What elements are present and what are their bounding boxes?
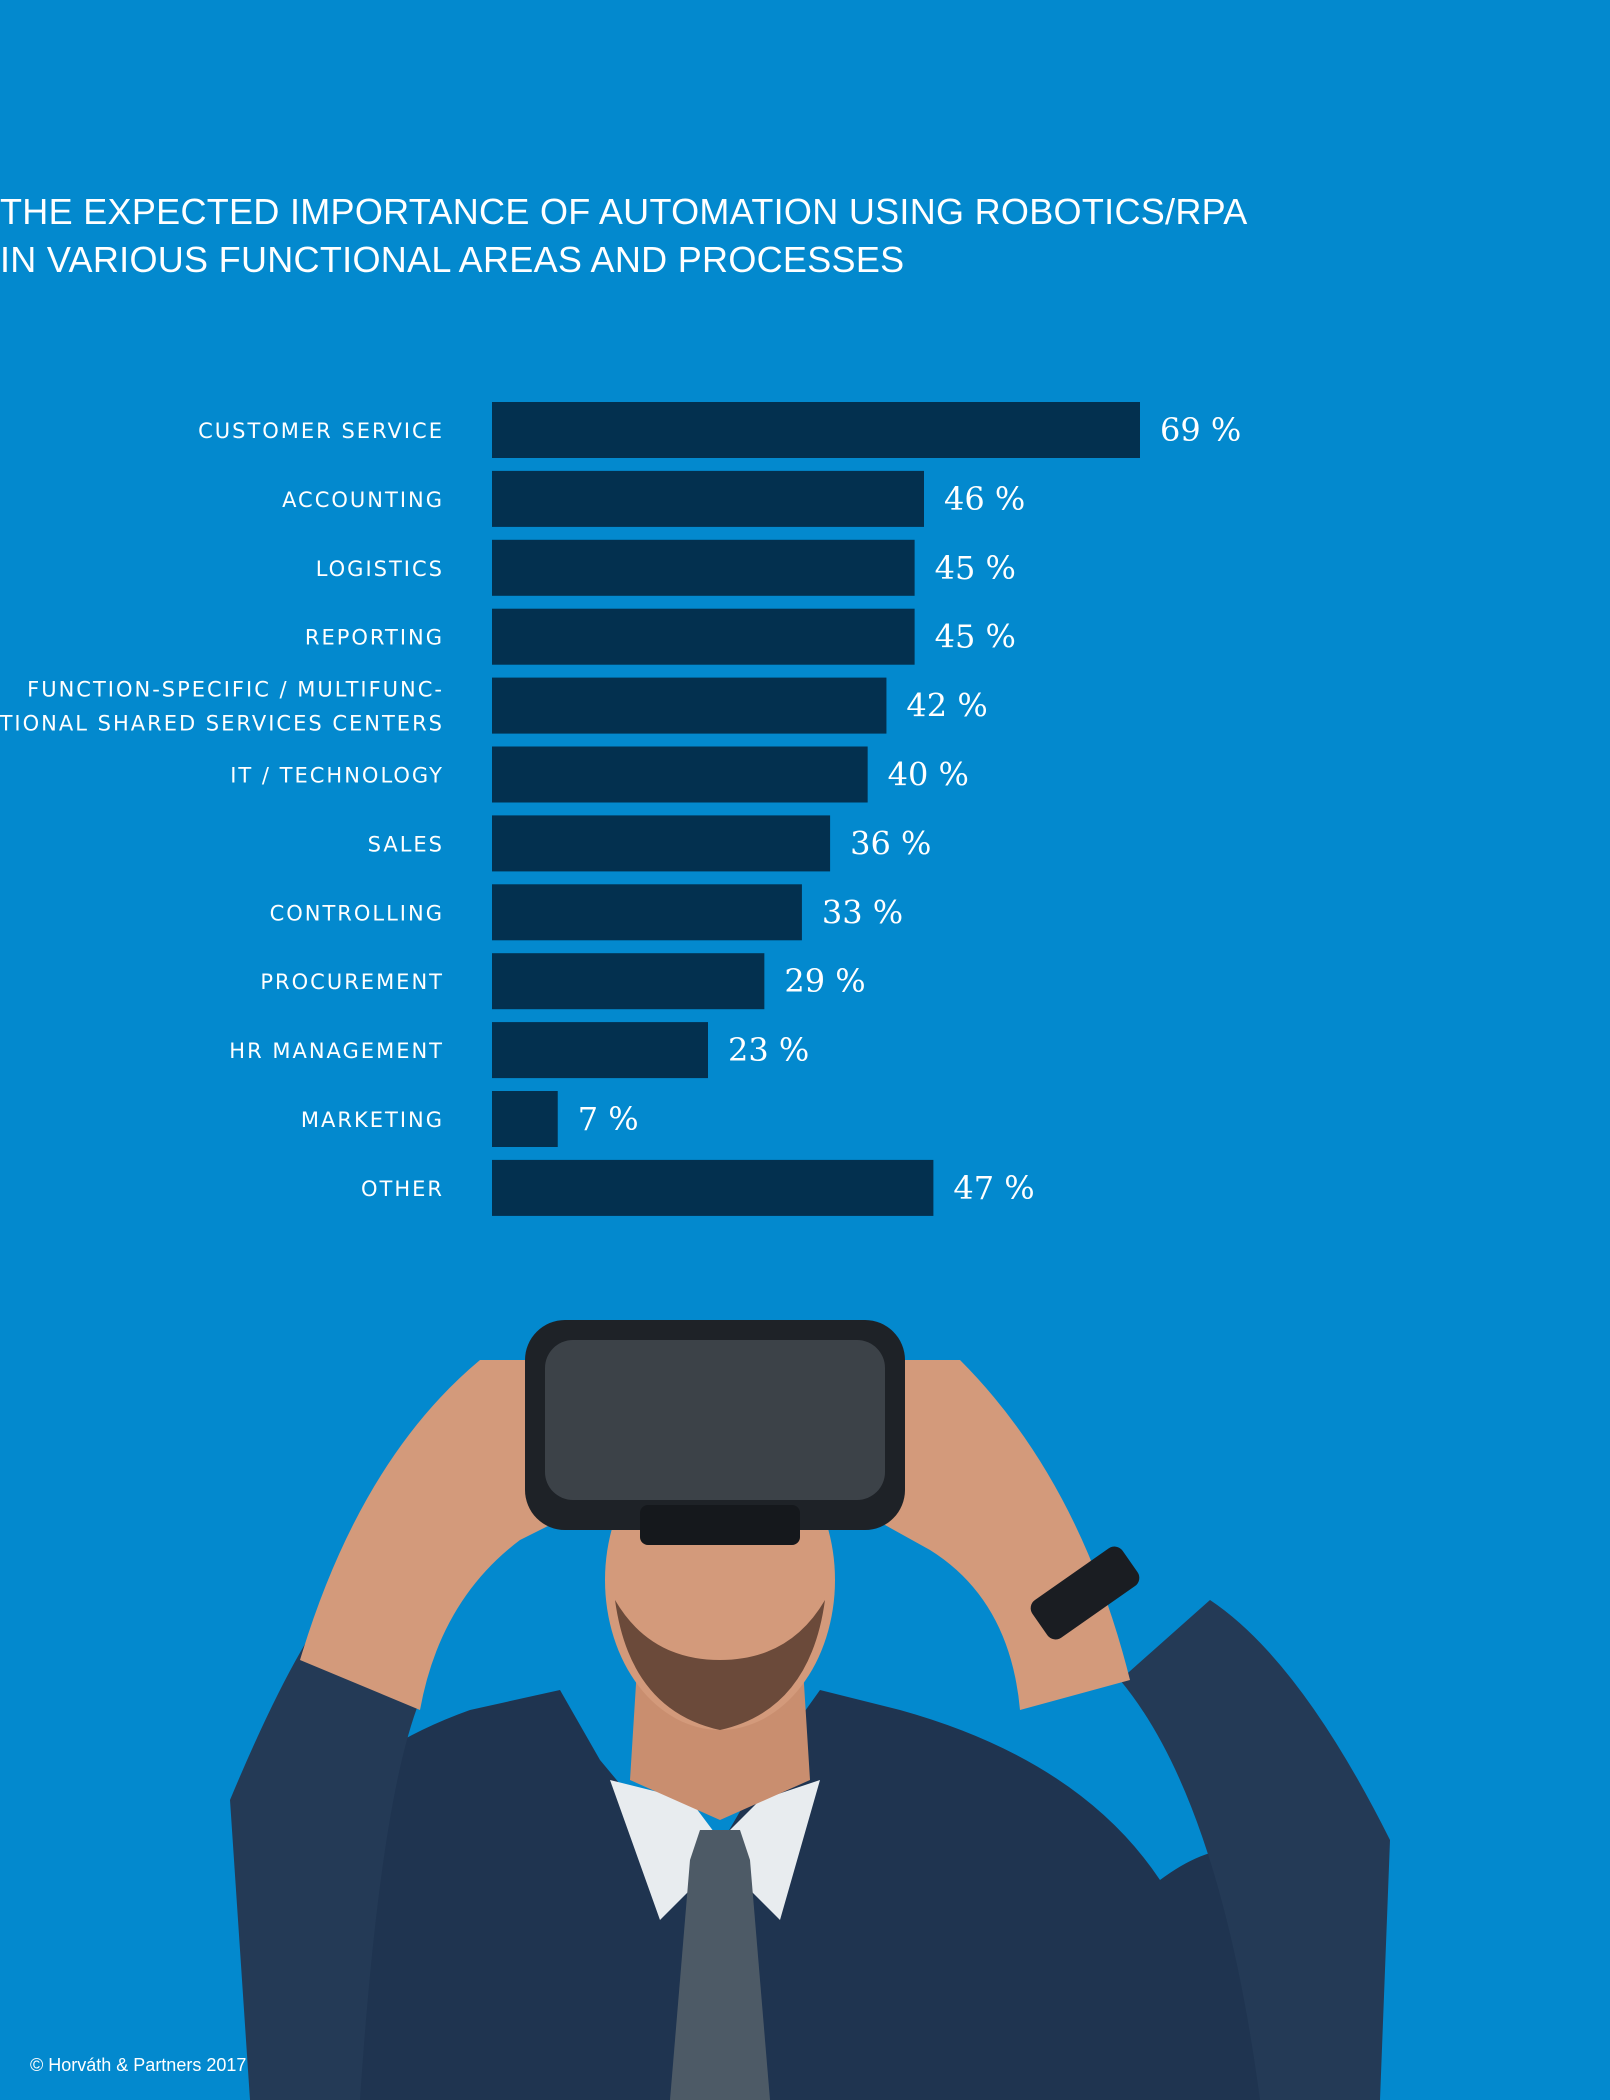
- category-label: FUNCTION-SPECIFIC / MULTIFUNC-: [27, 678, 444, 702]
- category-label: MARKETING: [301, 1108, 444, 1132]
- category-label: ACCOUNTING: [282, 488, 444, 512]
- watch-shape: [1030, 1546, 1140, 1640]
- bar: [492, 539, 915, 596]
- value-label: 69 %: [1160, 411, 1241, 449]
- chart-title-line-2: IN VARIOUS FUNCTIONAL AREAS AND PROCESSE…: [0, 239, 905, 280]
- value-label: 45 %: [935, 618, 1016, 656]
- bar: [492, 1022, 708, 1079]
- bars-group: CUSTOMER SERVICE 69 % ACCOUNTING 46 % LOGIST…: [0, 402, 1241, 1216]
- right-sleeve-shape: [1120, 1600, 1390, 2100]
- bar-chart: CUSTOMER SERVICE 69 % ACCOUNTING 46 % LOGIST…: [0, 402, 1241, 1216]
- left-sleeve-shape: [230, 1620, 420, 2100]
- value-label: 45 %: [935, 549, 1016, 587]
- chart-title: THE EXPECTED IMPORTANCE OF AUTOMATION US…: [0, 188, 1248, 284]
- copyright-text: © Horváth & Partners 2017: [30, 2055, 247, 2075]
- suit-shape: [250, 1690, 1380, 2100]
- value-label: 23 %: [728, 1031, 809, 1069]
- tie-shape: [670, 1830, 770, 2100]
- value-label: 42 %: [906, 687, 987, 725]
- bar: [492, 470, 924, 527]
- category-label: IT / TECHNOLOGY: [230, 764, 444, 788]
- value-label: 36 %: [850, 824, 931, 862]
- value-label: 29 %: [784, 962, 865, 1000]
- vr-headset-front-shape: [545, 1340, 885, 1500]
- category-label: SALES: [368, 832, 444, 856]
- category-label: TIONAL SHARED SERVICES CENTERS: [0, 712, 444, 736]
- bar: [492, 746, 868, 803]
- value-label: 46 %: [944, 480, 1025, 518]
- beard-shape: [615, 1600, 825, 1730]
- value-label: 47 %: [953, 1169, 1034, 1207]
- category-label: REPORTING: [305, 626, 444, 650]
- value-label: 7 %: [578, 1100, 639, 1138]
- chart-title-line-1: THE EXPECTED IMPORTANCE OF AUTOMATION US…: [0, 191, 1248, 232]
- bar: [492, 1159, 934, 1216]
- category-label: PROCUREMENT: [260, 970, 444, 994]
- value-label: 40 %: [888, 756, 969, 794]
- bar: [492, 953, 765, 1010]
- bar: [492, 608, 915, 665]
- vr-headset-man-photo: [230, 1320, 1390, 2100]
- bar: [492, 677, 887, 734]
- category-label: CUSTOMER SERVICE: [198, 419, 444, 443]
- category-label: HR MANAGEMENT: [229, 1039, 444, 1063]
- vr-headset-strap-shape: [640, 1505, 800, 1545]
- category-label: LOGISTICS: [316, 557, 444, 581]
- category-label: CONTROLLING: [270, 901, 444, 925]
- value-label: 33 %: [822, 893, 903, 931]
- bar: [492, 884, 802, 941]
- bar: [492, 1091, 558, 1147]
- bar: [492, 402, 1140, 458]
- bar: [492, 815, 831, 872]
- category-label: OTHER: [361, 1177, 444, 1201]
